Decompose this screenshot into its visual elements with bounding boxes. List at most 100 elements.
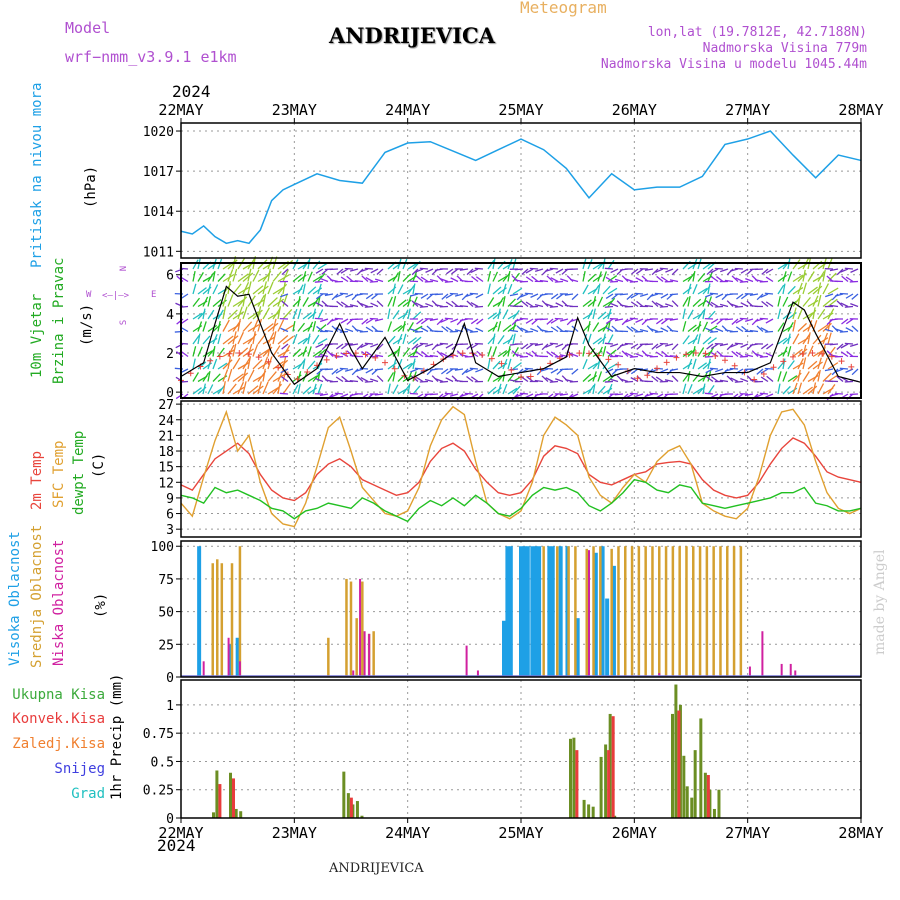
wind-arrow	[740, 343, 749, 348]
cloud-bar	[732, 546, 736, 677]
wind-arrow	[755, 393, 764, 398]
wind-arrow	[525, 276, 534, 283]
wind-arrow	[416, 275, 424, 282]
wind-arrow	[272, 345, 281, 357]
wind-gust-marker	[799, 351, 806, 358]
wind-arrow	[222, 369, 229, 382]
wind-arrow	[487, 386, 497, 395]
compass-east-label: E	[151, 290, 157, 300]
y-tick-label: 18	[158, 445, 174, 460]
wind-arrow	[782, 385, 791, 395]
wind-arrow	[822, 344, 826, 357]
wind-arrow	[262, 368, 266, 382]
wind-arrow	[646, 325, 654, 332]
wind-arrow	[445, 301, 454, 308]
wind-arrow	[492, 346, 498, 357]
wind-arrow	[369, 378, 379, 383]
precip-bar	[239, 811, 243, 818]
wind-arrow	[444, 280, 454, 283]
wind-arrow	[787, 321, 794, 332]
precip-bar	[690, 797, 694, 818]
wind-arrow	[502, 309, 509, 320]
wind-arrow	[415, 376, 424, 383]
wind-arrow	[217, 375, 228, 383]
wind-arrow	[592, 337, 602, 345]
wind-arrow	[644, 343, 654, 346]
wind-arrow	[630, 326, 639, 333]
wind-arrow	[669, 279, 679, 283]
wind-arrow	[202, 372, 210, 382]
wind-arrow	[232, 373, 244, 383]
wind-arrow	[822, 357, 828, 370]
wind-arrow	[840, 268, 849, 273]
wind-arrow	[702, 336, 712, 345]
wind-arrow	[719, 343, 729, 347]
wind-arrow	[277, 381, 281, 395]
precip-bar	[234, 808, 238, 818]
wind-arrow	[512, 333, 516, 345]
wind-arrow	[655, 268, 664, 273]
wind-arrow	[792, 382, 798, 395]
wind-arrow	[541, 375, 549, 382]
wind-arrow	[272, 271, 282, 282]
wind-arrow	[550, 318, 559, 324]
wind-gust-marker	[343, 350, 350, 357]
wind-arrow	[812, 371, 820, 382]
wind-arrow	[469, 330, 479, 333]
wind-arrow	[797, 307, 804, 320]
wind-arrow	[602, 333, 606, 345]
wind-arrow	[335, 293, 344, 298]
wind-speed-line	[180, 285, 862, 386]
wind-arrow	[475, 368, 484, 373]
wind-arrow	[607, 349, 617, 358]
wind-arrow	[839, 367, 849, 370]
wind-arrow	[841, 318, 849, 325]
wind-arrow	[502, 272, 511, 282]
wind-arrow	[502, 383, 508, 395]
wind-arrow	[217, 273, 226, 282]
wind-arrow	[829, 393, 839, 397]
wind-gust-marker	[712, 353, 719, 360]
wind-arrow	[176, 275, 184, 282]
wind-arrow	[454, 368, 464, 371]
wind-gust-marker	[605, 356, 612, 363]
wind-arrow	[802, 371, 810, 382]
wind-arrow	[334, 392, 344, 395]
wind-arrow	[554, 317, 564, 320]
wind-arrow	[609, 378, 619, 383]
wind-arrow	[441, 325, 449, 333]
wind-arrow	[787, 333, 791, 345]
wind-arrow	[582, 270, 586, 282]
wind-arrow	[539, 279, 549, 283]
wind-arrow	[282, 345, 291, 357]
wind-arrow	[635, 318, 644, 323]
wind-arrow	[605, 318, 614, 325]
wind-arrow	[555, 343, 564, 348]
wind-arrow	[374, 278, 384, 283]
wind-arrow	[376, 300, 384, 307]
wind-arrow	[237, 372, 249, 382]
wind-arrow	[257, 318, 263, 332]
wind-arrow	[360, 376, 369, 383]
cloud-bar	[361, 581, 364, 677]
wind-arrow	[487, 271, 492, 282]
wind-arrow	[807, 286, 818, 295]
wind-gust-marker	[265, 358, 272, 365]
wind-arrow	[792, 259, 801, 270]
wind-arrow	[414, 292, 424, 295]
wind-arrow	[582, 299, 592, 308]
wind-arrow	[412, 311, 422, 320]
wind-arrow	[247, 324, 260, 333]
wind-arrow	[429, 318, 439, 322]
wind-arrow	[339, 367, 349, 370]
wind-arrow	[759, 317, 769, 320]
cloud-bar	[530, 546, 535, 677]
wind-panel-frame	[180, 262, 862, 399]
wind-arrow	[402, 258, 408, 270]
wind-arrow	[807, 271, 815, 282]
y-tick-label: 15	[158, 461, 174, 476]
legend-freezing-rain: Zaledj.Kisa	[12, 736, 105, 752]
wind-arrow	[835, 328, 844, 333]
precip-bar	[569, 738, 572, 818]
wind-arrow	[844, 342, 854, 345]
